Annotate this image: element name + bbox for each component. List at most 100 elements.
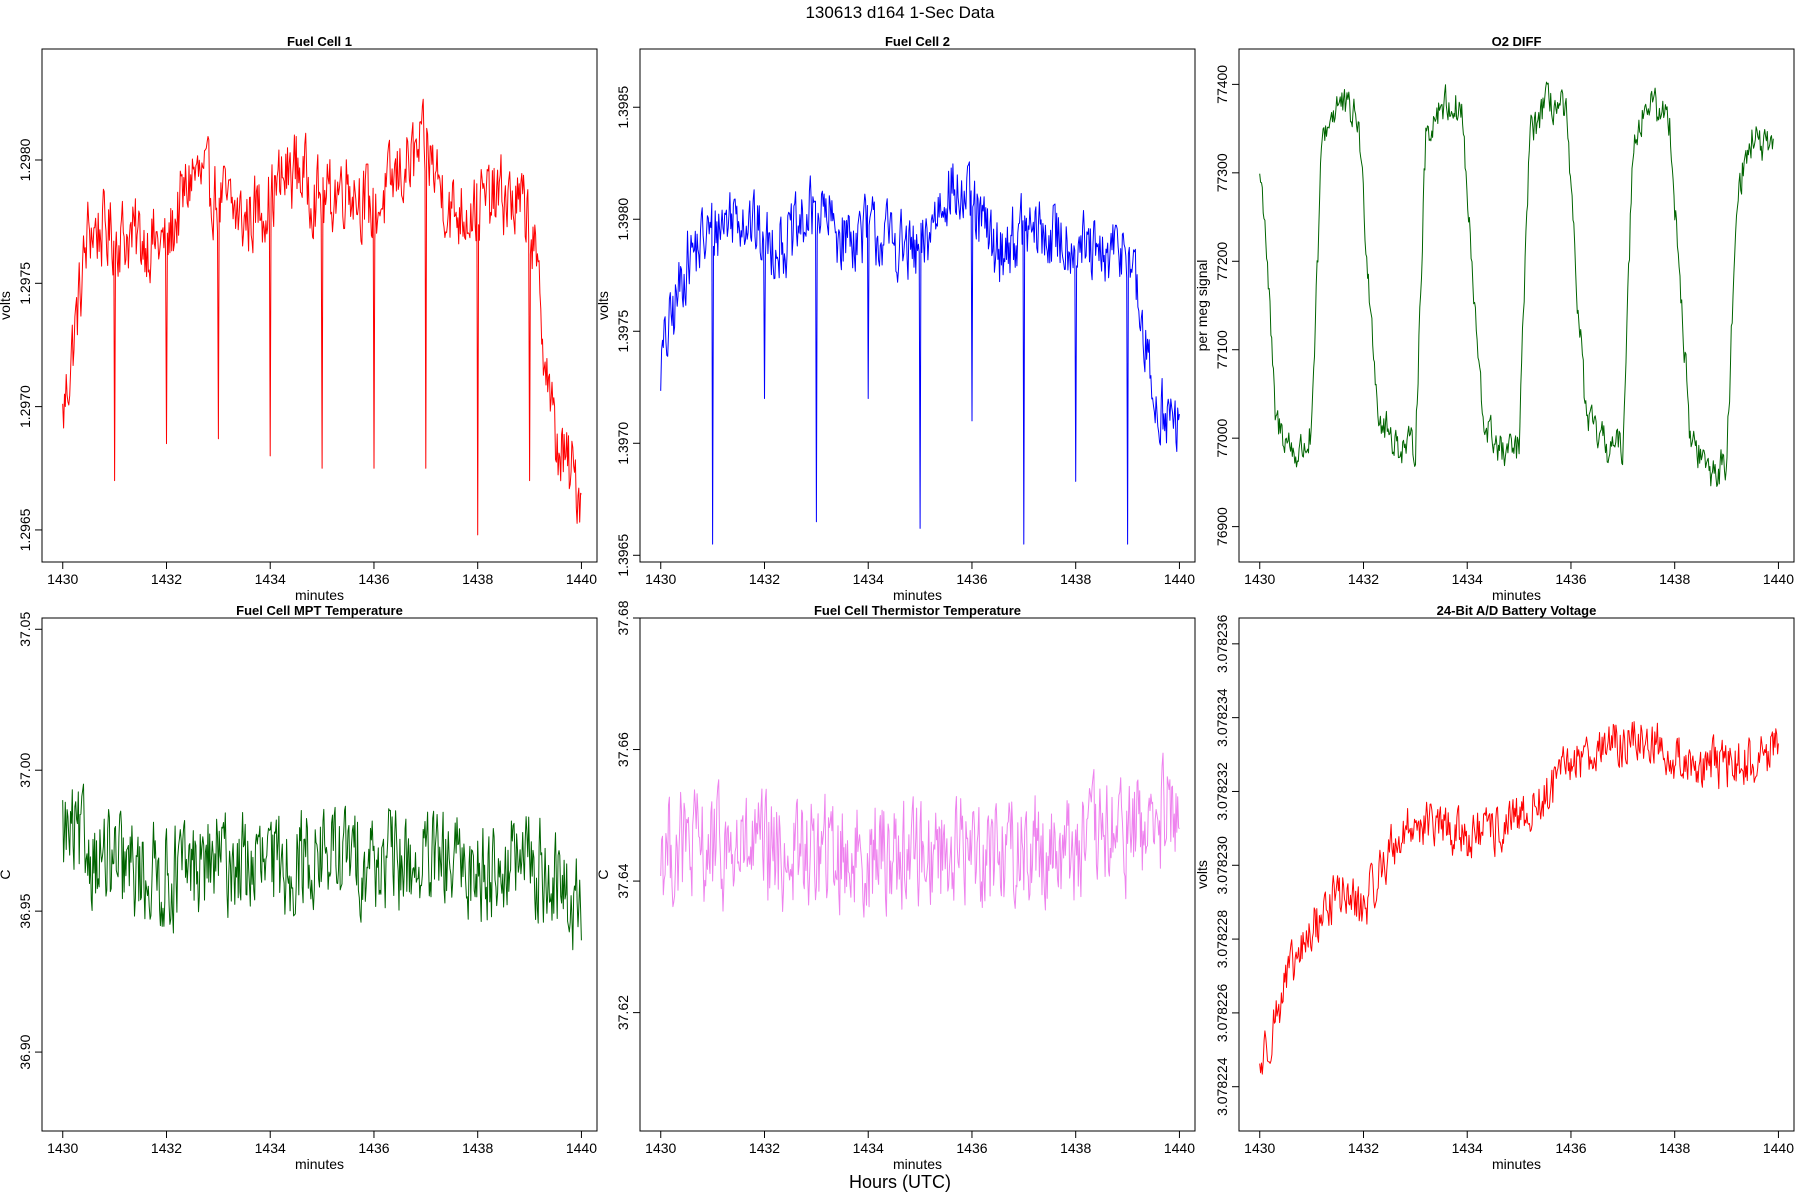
y-tick-label: 1.2965 [17, 508, 33, 551]
panel-1: Fuel Cell 1 1430 1432 1434 1436 1438 1440 minut… [0, 34, 598, 603]
panel-title: Fuel Cell 1 [287, 34, 352, 49]
y-tick-label: 76900 [1214, 507, 1230, 546]
x-tick-label: 1432 [151, 571, 182, 587]
x-tick-label: 1438 [462, 571, 493, 587]
panel-6: 24-Bit A/D Battery Voltage 1430 1432 1434 14… [1194, 603, 1795, 1172]
y-axis-label: volts [595, 291, 611, 320]
y-tick-label: 36.95 [17, 893, 33, 928]
x-tick-label: 1434 [255, 571, 286, 587]
x-tick-label: 1434 [255, 1140, 286, 1156]
x-tick-label: 1436 [1555, 571, 1586, 587]
y-tick-label: 37.62 [615, 995, 631, 1030]
y-tick-label: 3.078236 [1214, 614, 1230, 673]
x-tick-label: 1430 [47, 571, 78, 587]
y-axis-label: volts [0, 291, 13, 320]
x-tick-label: 1440 [1164, 571, 1195, 587]
y-axis-label: C [0, 869, 13, 879]
y-axis-label: per meg signal [1194, 260, 1210, 352]
x-tick-label: 1432 [1348, 1140, 1379, 1156]
x-axis-label: minutes [1492, 587, 1541, 603]
y-tick-label: 3.078224 [1214, 1057, 1230, 1116]
y-tick-label: 37.00 [17, 752, 33, 787]
y-tick-label: 1.3970 [615, 422, 631, 465]
x-tick-label: 1436 [358, 1140, 389, 1156]
x-tick-label: 1432 [1348, 571, 1379, 587]
plot-frame [639, 48, 1196, 563]
x-tick-label: 1434 [1452, 1140, 1483, 1156]
panel-title: Fuel Cell MPT Temperature [236, 603, 403, 618]
y-tick-label: 3.078234 [1214, 688, 1230, 747]
panel-5: Fuel Cell Thermistor Temperature 1430 1432… [595, 600, 1196, 1172]
y-tick-label: 37.05 [17, 612, 33, 647]
x-tick-label: 1438 [462, 1140, 493, 1156]
y-tick-label: 1.3980 [615, 198, 631, 241]
x-tick-label: 1440 [566, 571, 597, 587]
data-series [1259, 721, 1779, 1075]
plot-frame [1238, 48, 1795, 563]
x-tick-label: 1434 [853, 571, 884, 587]
data-series [1259, 81, 1774, 487]
x-tick-label: 1430 [645, 571, 676, 587]
y-tick-label: 1.2970 [17, 385, 33, 428]
y-tick-label: 1.3965 [615, 534, 631, 577]
x-tick-label: 1436 [358, 571, 389, 587]
data-series [660, 752, 1180, 918]
x-tick-label: 1434 [1452, 571, 1483, 587]
y-tick-label: 3.078232 [1214, 762, 1230, 821]
plot-frame [1238, 617, 1795, 1132]
y-tick-label: 1.2980 [17, 138, 33, 181]
y-tick-label: 3.078226 [1214, 983, 1230, 1042]
plot-frame [639, 617, 1196, 1132]
y-tick-label: 77400 [1214, 65, 1230, 104]
x-tick-label: 1436 [956, 571, 987, 587]
panel-2: Fuel Cell 2 1430 1432 1434 1436 1438 1440 minut… [595, 34, 1196, 603]
y-axis-label: volts [1194, 860, 1210, 889]
panel-3: O2 DIFF 1430 1432 1434 1436 1438 1440 minutes 76… [1194, 34, 1795, 603]
y-tick-label: 3.078228 [1214, 910, 1230, 969]
panel-title: 24-Bit A/D Battery Voltage [1437, 603, 1597, 618]
x-tick-label: 1432 [151, 1140, 182, 1156]
plot-frame [41, 617, 598, 1132]
panel-title: Fuel Cell 2 [885, 34, 950, 49]
x-tick-label: 1430 [1244, 1140, 1275, 1156]
x-tick-label: 1438 [1060, 1140, 1091, 1156]
y-tick-label: 37.66 [615, 732, 631, 767]
y-tick-label: 37.64 [615, 863, 631, 898]
data-series [62, 98, 582, 536]
x-tick-label: 1430 [645, 1140, 676, 1156]
data-series [62, 783, 582, 951]
x-tick-label: 1440 [1164, 1140, 1195, 1156]
x-tick-label: 1432 [749, 1140, 780, 1156]
y-tick-label: 77000 [1214, 418, 1230, 457]
y-tick-label: 1.2975 [17, 262, 33, 305]
y-tick-label: 1.3975 [615, 310, 631, 353]
y-tick-label: 37.68 [615, 600, 631, 635]
y-tick-label: 77100 [1214, 330, 1230, 369]
x-tick-label: 1438 [1060, 571, 1091, 587]
x-tick-label: 1436 [1555, 1140, 1586, 1156]
y-tick-label: 3.078230 [1214, 836, 1230, 895]
y-tick-label: 1.3985 [615, 86, 631, 129]
y-tick-label: 36.90 [17, 1034, 33, 1069]
panel-4: Fuel Cell MPT Temperature 1430 1432 1434 143… [0, 603, 598, 1172]
figure-title: 130613 d164 1-Sec Data [805, 3, 995, 22]
x-tick-label: 1430 [1244, 571, 1275, 587]
panel-title: O2 DIFF [1492, 34, 1542, 49]
x-tick-label: 1432 [749, 571, 780, 587]
x-axis-label: minutes [893, 587, 942, 603]
outer-x-axis-label: Hours (UTC) [849, 1172, 951, 1192]
plot-frame [41, 48, 598, 563]
x-tick-label: 1438 [1659, 571, 1690, 587]
y-axis-label: C [595, 869, 611, 879]
x-tick-label: 1440 [1763, 1140, 1794, 1156]
data-series [660, 161, 1180, 545]
x-tick-label: 1436 [956, 1140, 987, 1156]
x-tick-label: 1430 [47, 1140, 78, 1156]
x-tick-label: 1434 [853, 1140, 884, 1156]
y-tick-label: 77200 [1214, 242, 1230, 281]
x-axis-label: minutes [295, 1156, 344, 1172]
x-axis-label: minutes [893, 1156, 942, 1172]
y-tick-label: 77300 [1214, 153, 1230, 192]
x-tick-label: 1440 [566, 1140, 597, 1156]
